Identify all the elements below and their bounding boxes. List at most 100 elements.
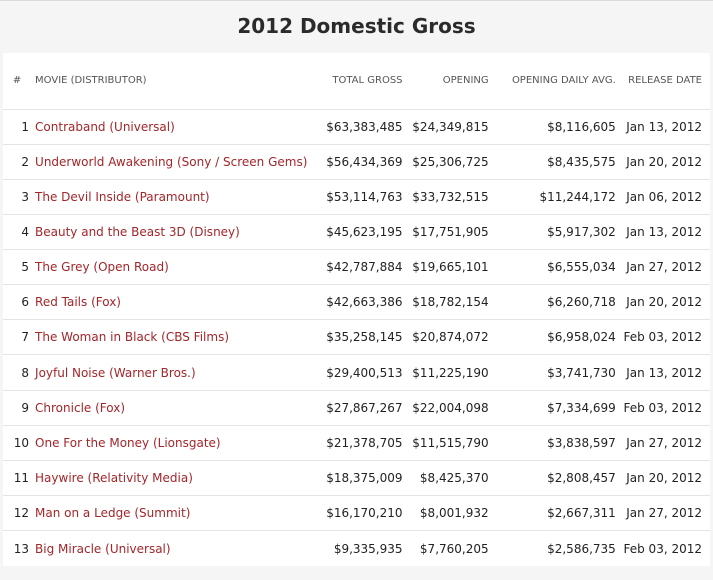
opening-cell: $11,515,790 [412, 435, 489, 450]
opening-cell: $11,225,190 [412, 365, 489, 380]
release-date-cell: Jan 13, 2012 [626, 224, 702, 239]
total-gross-cell: $27,867,267 [326, 400, 403, 415]
movie-link[interactable]: The Devil Inside (Paramount) [35, 189, 210, 204]
rank-cell: 3 [21, 189, 30, 204]
movie-cell: One For the Money (Lionsgate) [31, 425, 316, 460]
table-row: 8 Joyful Noise (Warner Bros.) $29,400,513 $… [3, 354, 710, 390]
table-row: 13 Big Miracle (Universal) $9,335,935 $7,76… [3, 530, 710, 566]
movie-link[interactable]: Man on a Ledge (Summit) [35, 506, 191, 521]
movie-link[interactable]: Underworld Awakening (Sony / Screen Gems… [35, 154, 308, 169]
opening-daily-avg-cell: $8,435,575 [547, 154, 616, 169]
movie-link[interactable]: Contraband (Universal) [35, 119, 175, 134]
movie-cell: Contraband (Universal) [31, 109, 316, 144]
release-date-cell: Jan 13, 2012 [626, 119, 702, 134]
table-row: 3 The Devil Inside (Paramount) $53,114,763… [3, 179, 710, 214]
column-header-opening[interactable]: OPENING [442, 75, 489, 87]
column-header-opening-daily-avg[interactable]: OPENING DAILY AVG. [511, 75, 616, 87]
movie-link[interactable]: Beauty and the Beast 3D (Disney) [35, 224, 240, 239]
movie-link[interactable]: The Woman in Black (CBS Films) [35, 330, 229, 345]
opening-daily-avg-cell: $2,808,457 [547, 470, 616, 485]
opening-daily-avg-cell: $3,838,597 [547, 435, 616, 450]
opening-cell: $7,760,205 [419, 541, 489, 556]
rank-cell: 13 [13, 541, 30, 556]
total-gross-cell: $29,400,513 [326, 365, 403, 380]
movie-cell: Haywire (Relativity Media) [31, 460, 316, 495]
rank-cell: 6 [21, 295, 30, 310]
movie-cell: Joyful Noise (Warner Bros.) [31, 355, 316, 390]
rank-cell: 7 [21, 330, 30, 345]
opening-cell: $8,425,370 [419, 470, 489, 485]
opening-cell: $24,349,815 [412, 119, 489, 134]
rank-cell: 2 [21, 154, 30, 169]
movie-cell: The Woman in Black (CBS Films) [31, 320, 316, 355]
opening-daily-avg-cell: $11,244,172 [539, 189, 616, 204]
rank-cell: 1 [21, 119, 30, 134]
rank-cell: 5 [21, 260, 30, 275]
table-row: 7 The Woman in Black (CBS Films) $35,258,1… [3, 319, 710, 355]
table-row: 4 Beauty and the Beast 3D (Disney) $45,623… [3, 214, 710, 249]
movie-link[interactable]: Red Tails (Fox) [35, 295, 121, 310]
opening-cell: $33,732,515 [412, 189, 489, 204]
opening-cell: $25,306,725 [412, 154, 489, 169]
movie-cell: Man on a Ledge (Summit) [31, 496, 316, 531]
movie-link[interactable]: Chronicle (Fox) [35, 400, 126, 415]
movie-link[interactable]: Big Miracle (Universal) [35, 541, 171, 556]
page-title: 2012 Domestic Gross [237, 14, 476, 38]
release-date-cell: Jan 06, 2012 [626, 189, 702, 204]
rank-cell: 10 [13, 435, 30, 450]
movie-link[interactable]: The Grey (Open Road) [35, 260, 169, 275]
opening-daily-avg-cell: $2,667,311 [547, 506, 616, 521]
opening-cell: $17,751,905 [412, 224, 489, 239]
total-gross-cell: $63,383,485 [326, 119, 403, 134]
total-gross-cell: $42,787,884 [326, 260, 403, 275]
movie-cell: Underworld Awakening (Sony / Screen Gems… [31, 144, 316, 179]
rank-cell: 12 [13, 506, 30, 521]
release-date-cell: Jan 20, 2012 [626, 154, 702, 169]
release-date-cell: Jan 20, 2012 [626, 295, 702, 310]
table-row: 5 The Grey (Open Road) $42,787,884 $19,665,… [3, 249, 710, 285]
rank-cell: 4 [21, 224, 30, 239]
total-gross-cell: $42,663,386 [326, 295, 403, 310]
total-gross-cell: $21,378,705 [326, 435, 403, 450]
column-header-total-gross[interactable]: TOTAL GROSS [332, 75, 403, 87]
movie-cell: Red Tails (Fox) [31, 285, 316, 320]
release-date-cell: Jan 27, 2012 [626, 260, 702, 275]
gross-table: # MOVIE (DISTRIBUTOR) TOTAL GROSS OPENIN… [3, 53, 710, 566]
opening-cell: $22,004,098 [412, 400, 489, 415]
table-row: 2 Underworld Awakening (Sony / Screen Gem… [3, 144, 710, 179]
table-body: 1 Contraband (Universal) $63,383,485 $24,34… [3, 109, 710, 566]
release-date-cell: Jan 20, 2012 [626, 470, 702, 485]
total-gross-cell: $16,170,210 [326, 506, 403, 521]
total-gross-cell: $35,258,145 [326, 330, 403, 345]
movie-link[interactable]: One For the Money (Lionsgate) [35, 435, 221, 450]
total-gross-cell: $18,375,009 [326, 470, 403, 485]
header-row: # MOVIE (DISTRIBUTOR) TOTAL GROSS OPENIN… [3, 53, 710, 109]
table-row: 6 Red Tails (Fox) $42,663,386 $18,782,154 $6… [3, 284, 710, 320]
total-gross-cell: $45,623,195 [326, 224, 403, 239]
release-date-cell: Jan 27, 2012 [626, 506, 702, 521]
opening-daily-avg-cell: $7,334,699 [547, 400, 616, 415]
release-date-cell: Jan 27, 2012 [626, 435, 702, 450]
movie-cell: Beauty and the Beast 3D (Disney) [31, 214, 316, 249]
movie-link[interactable]: Haywire (Relativity Media) [35, 470, 193, 485]
total-gross-cell: $9,335,935 [333, 541, 403, 556]
opening-cell: $19,665,101 [412, 260, 489, 275]
table-row: 11 Haywire (Relativity Media) $18,375,009 $… [3, 460, 710, 495]
column-header-rank[interactable]: # [12, 75, 22, 87]
table-row: 12 Man on a Ledge (Summit) $16,170,210 $8,0… [3, 495, 710, 531]
rank-cell: 11 [13, 470, 30, 485]
release-date-cell: Jan 13, 2012 [626, 365, 702, 380]
opening-cell: $8,001,932 [419, 506, 489, 521]
opening-daily-avg-cell: $3,741,730 [547, 365, 616, 380]
opening-cell: $18,782,154 [412, 295, 489, 310]
movie-link[interactable]: Joyful Noise (Warner Bros.) [35, 365, 196, 380]
opening-daily-avg-cell: $5,917,302 [547, 224, 616, 239]
opening-daily-avg-cell: $8,116,605 [547, 119, 616, 134]
opening-daily-avg-cell: $2,586,735 [547, 541, 616, 556]
total-gross-cell: $53,114,763 [326, 189, 403, 204]
column-header-movie[interactable]: MOVIE (DISTRIBUTOR) [35, 75, 147, 87]
table-row: 1 Contraband (Universal) $63,383,485 $24,34… [3, 109, 710, 144]
rank-cell: 9 [21, 400, 30, 415]
column-header-release-date[interactable]: RELEASE DATE [628, 75, 702, 87]
